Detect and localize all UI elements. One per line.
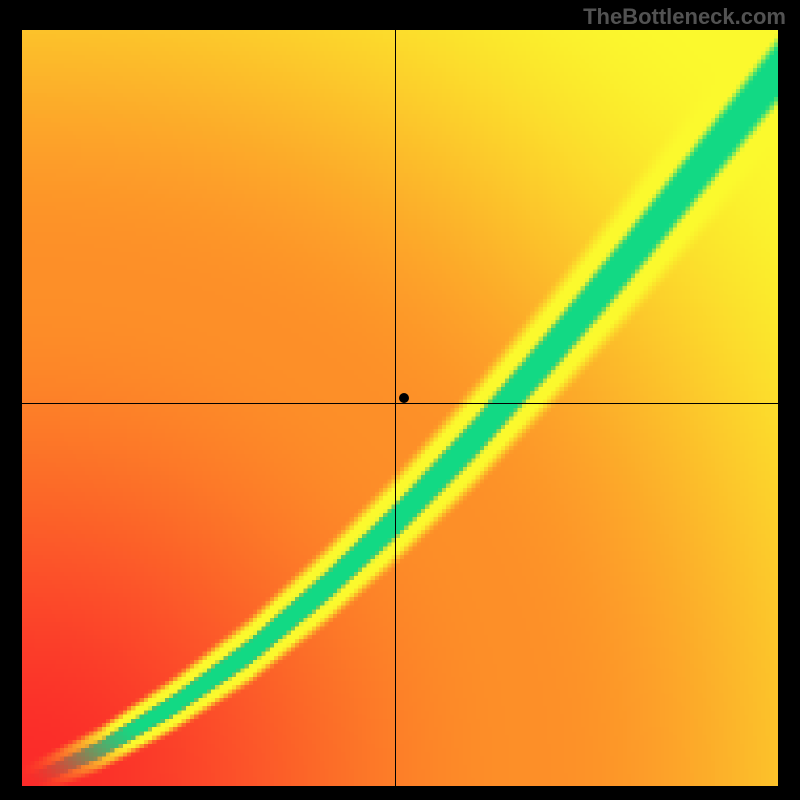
watermark-text: TheBottleneck.com: [583, 4, 786, 30]
heatmap-canvas: [22, 30, 778, 786]
crosshair-horizontal: [22, 403, 778, 404]
heatmap-plot: [22, 30, 778, 786]
crosshair-vertical: [395, 30, 396, 786]
crosshair-marker: [399, 393, 409, 403]
chart-container: TheBottleneck.com: [0, 0, 800, 800]
